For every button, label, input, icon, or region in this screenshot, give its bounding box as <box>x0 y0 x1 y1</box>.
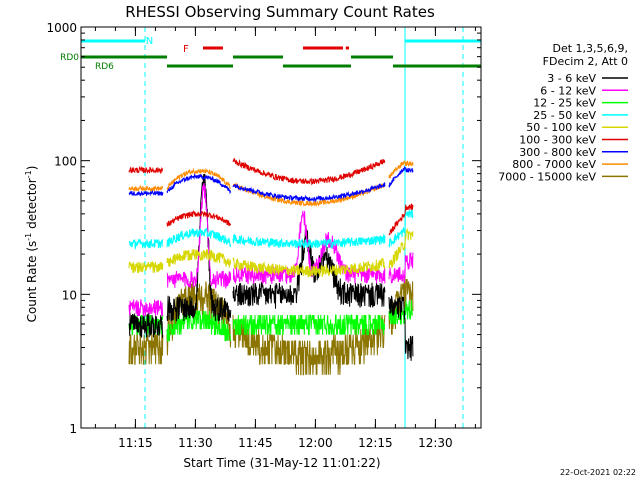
series-3-6-kev-line-part-4 <box>388 295 406 320</box>
series-50-100-kev-line-part-1 <box>128 260 164 274</box>
y-axis-label-sup: -1 <box>24 233 33 241</box>
series-3-6-kev-line-part-1 <box>128 312 164 338</box>
series-7000-15000-kev-line-part-3 <box>232 314 386 376</box>
series-300-800-kev-line-part-2 <box>166 173 232 195</box>
series-12-25-kev-line-part-2 <box>166 310 231 342</box>
y-tick-label: 100 <box>54 155 77 169</box>
series-25-50-kev-line-part-5 <box>404 209 414 236</box>
series-300-800-kev-line-part-1 <box>128 189 164 197</box>
series-100-300-kev-line-part-3 <box>232 157 386 186</box>
series-800-7000-kev-line-part-2 <box>166 167 232 191</box>
x-tick-label: 11:15 <box>118 436 153 450</box>
status-label-rd0: RD0 <box>60 53 79 63</box>
svg-text:Count Rate (s-1 detector-1): Count Rate (s-1 detector-1) <box>24 166 39 323</box>
plot-frame <box>80 26 482 429</box>
series-25-50-kev-line-part-1 <box>128 238 163 250</box>
legend-header-line-2: FDecim 2, Att 0 <box>543 55 628 68</box>
legend-label-300-800-kev: 300 - 800 keV <box>519 146 596 159</box>
legend-header-line-1: Det 1,3,5,6,9, <box>552 42 628 55</box>
series-12-25-kev-line-part-4 <box>388 306 406 325</box>
legend-label-25-50-kev: 25 - 50 keV <box>533 109 596 122</box>
legend-label-12-25-kev: 12 - 25 keV <box>533 97 596 110</box>
series-12-25-kev-line-part-5 <box>404 300 413 320</box>
y-tick-label: 10 <box>62 288 77 302</box>
series-800-7000-kev-line-part-1 <box>128 184 163 193</box>
y-axis-label-tail-sup: -1 <box>24 170 33 178</box>
series-100-300-kev-line-part-1 <box>128 165 164 175</box>
x-tick-label: 12:00 <box>298 436 333 450</box>
x-tick-label: 11:30 <box>178 436 213 450</box>
legend-label-50-100-kev: 50 - 100 keV <box>526 121 596 134</box>
legend: Det 1,3,5,6,9, FDecim 2, Att 0 3 - 6 keV… <box>498 42 628 183</box>
series-50-100-kev-line-part-3 <box>232 257 386 279</box>
legend-label-3-6-kev: 3 - 6 keV <box>547 72 596 85</box>
y-tick-label: 1 <box>69 422 77 436</box>
legend-label-7000-15000-kev: 7000 - 15000 keV <box>498 170 596 183</box>
series-6-12-kev-line-part-5 <box>404 252 414 277</box>
y-axis-label-text: Count Rate (s <box>25 241 39 323</box>
series-50-100-kev-line-part-2 <box>166 248 232 268</box>
series-50-100-kev-line-part-4 <box>388 241 406 269</box>
x-tick-label: 12:30 <box>418 436 453 450</box>
series-300-800-kev-line-part-4 <box>388 166 406 188</box>
status-label-rd6: RD6 <box>95 62 114 72</box>
series-6-12-kev-line-part-3 <box>232 210 386 285</box>
plot-area: N F RD0 RD6 1 10 100 1000 11:15 11:30 11:45 12:00 12… <box>46 21 482 450</box>
series-3-6-kev-line-part-5 <box>404 318 414 361</box>
series-300-800-kev-line-part-3 <box>232 181 386 203</box>
series-800-7000-kev-line-part-4 <box>388 160 406 179</box>
footer-date: 22-Oct-2021 02:22 <box>560 468 636 477</box>
x-tick-label: 11:45 <box>238 436 273 450</box>
series-12-25-kev-line-part-3 <box>232 314 386 336</box>
legend-label-800-7000-kev: 800 - 7000 keV <box>512 158 596 171</box>
series-6-12-kev-line-part-1 <box>128 299 164 317</box>
y-axis-label-tail: detector <box>25 178 39 233</box>
series-50-100-kev-line-part-5 <box>404 227 414 248</box>
series-3-6-kev-line-part-3 <box>232 228 386 309</box>
y-axis-label: Count Rate (s-1 detector-1) <box>24 166 39 323</box>
series-25-50-kev-line-part-3 <box>232 233 386 250</box>
series-7000-15000-kev-line-part-1 <box>128 334 164 365</box>
series-300-800-kev-line-part-5 <box>404 166 414 173</box>
series-100-300-kev-line-part-5 <box>404 203 414 214</box>
series-25-50-kev-line-part-4 <box>388 226 406 248</box>
series-25-50-kev-line-part-2 <box>166 227 232 248</box>
series-7000-15000-kev-line-part-4 <box>388 276 406 335</box>
status-label-f: F <box>183 44 189 55</box>
x-tick-label: 12:15 <box>358 436 393 450</box>
legend-label-6-12-kev: 6 - 12 keV <box>540 84 596 97</box>
series-6-12-kev-line-part-4 <box>388 266 406 284</box>
chart-title: RHESSI Observing Summary Count Rates <box>125 3 435 21</box>
y-tick-label: 1000 <box>46 21 77 35</box>
series-100-300-kev-line-part-2 <box>166 210 232 227</box>
legend-label-100-300-kev: 100 - 300 keV <box>519 134 596 147</box>
series-100-300-kev-line-part-4 <box>388 213 406 236</box>
series-7000-15000-kev-line-part-5 <box>404 274 414 316</box>
series-800-7000-kev-line-part-5 <box>404 160 414 167</box>
y-axis-label-close: ) <box>25 166 39 171</box>
status-label-n: N <box>146 36 153 47</box>
x-axis-label: Start Time (31-May-12 11:01:22) <box>183 456 380 470</box>
